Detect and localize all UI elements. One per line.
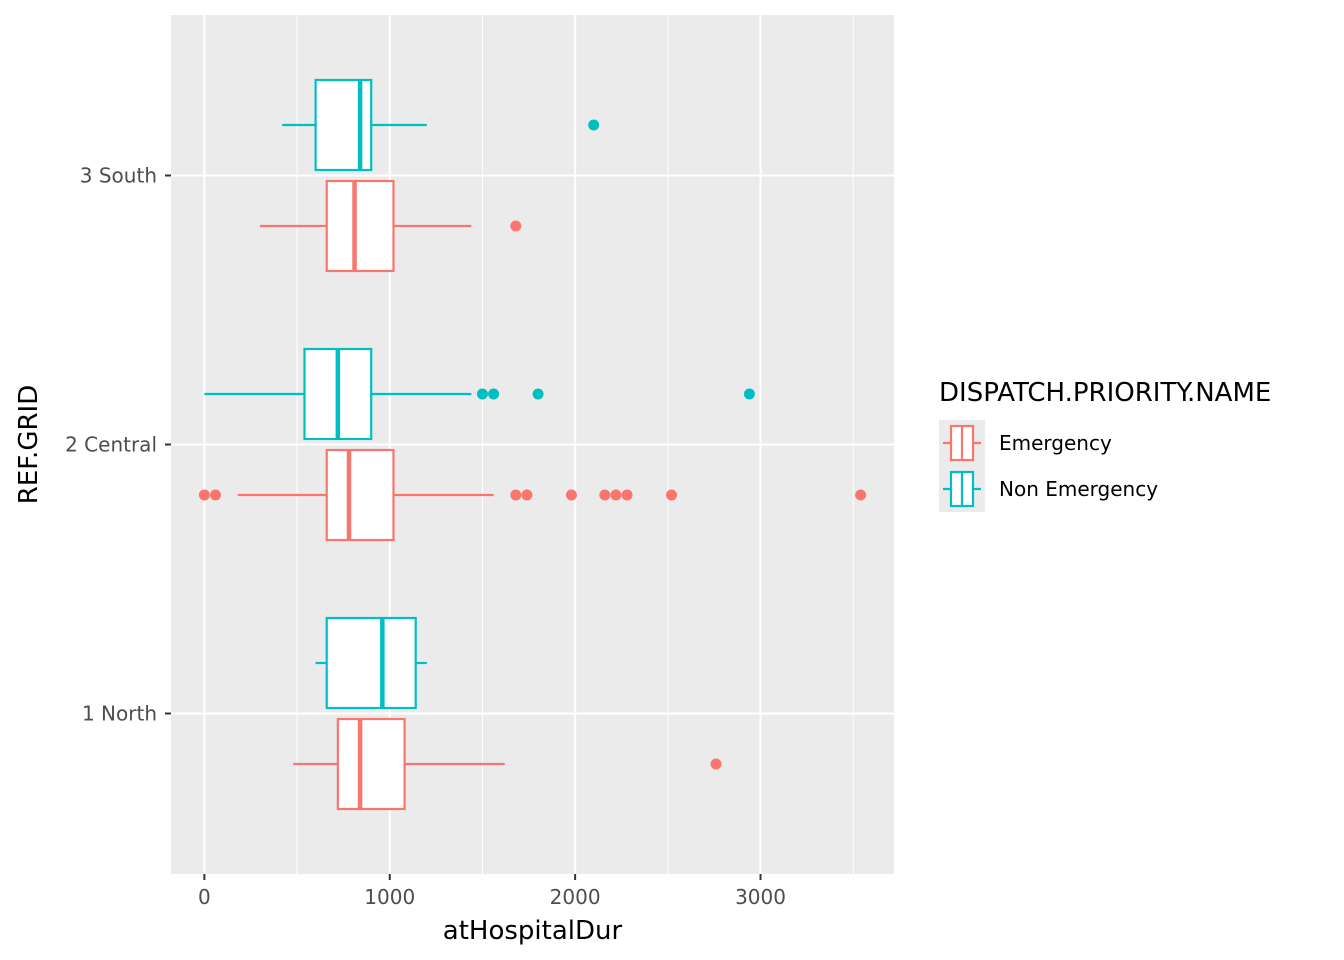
outlier-point [666, 489, 678, 501]
box-non-emergency-2-central [204, 347, 755, 441]
box-iqr [314, 78, 373, 172]
box-emergency-2-central [198, 448, 867, 542]
outlier-point [476, 388, 488, 400]
grid-layer [171, 15, 894, 874]
box-emergency-3-south [259, 179, 522, 273]
legend-title: DISPATCH.PRIORITY.NAME [939, 378, 1271, 408]
outlier-point [610, 489, 622, 501]
x-tick-label: 1000 [364, 885, 415, 909]
box-non-emergency-1-north [315, 616, 427, 710]
outlier-point [855, 489, 867, 501]
y-tick-label: 3 South [80, 164, 157, 188]
outlier-point [599, 489, 611, 501]
outlier-point [621, 489, 633, 501]
box-emergency-1-north [293, 717, 722, 811]
y-tick-label: 1 North [82, 702, 157, 726]
y-axis-title: REF.GRID [14, 385, 44, 504]
outlier-point [532, 388, 544, 400]
x-tick-label: 2000 [550, 885, 601, 909]
legend-label: Non Emergency [999, 477, 1158, 501]
outlier-point [565, 489, 577, 501]
legend-keys: Emergency Non Emergency [939, 420, 1158, 512]
box-iqr [336, 717, 406, 811]
outlier-point [710, 758, 722, 770]
outlier-point [510, 489, 522, 501]
outlier-point [488, 388, 500, 400]
outlier-point [521, 489, 533, 501]
outlier-point [198, 489, 210, 501]
legend: DISPATCH.PRIORITY.NAME Emergency Non Emer… [939, 378, 1271, 512]
box-non-emergency-3-south [282, 78, 600, 172]
outlier-point [209, 489, 221, 501]
outlier-point [510, 220, 522, 232]
legend-label: Emergency [999, 431, 1112, 455]
legend-key-emergency: Emergency [939, 420, 1112, 466]
x-tick-label: 0 [198, 885, 211, 909]
outlier-point [588, 119, 600, 131]
outlier-point [743, 388, 755, 400]
box-iqr [325, 616, 417, 710]
legend-key-non-emergency: Non Emergency [939, 466, 1158, 512]
x-tick-label: 3000 [735, 885, 786, 909]
box-iqr [325, 179, 395, 273]
marks-layer [198, 78, 867, 811]
x-axis-title: atHospitalDur [443, 916, 623, 946]
box-iqr [325, 448, 395, 542]
y-tick-label: 2 Central [65, 433, 157, 457]
axes-layer: 0 1000 2000 3000 1 North 2 Central 3 South [65, 164, 786, 910]
